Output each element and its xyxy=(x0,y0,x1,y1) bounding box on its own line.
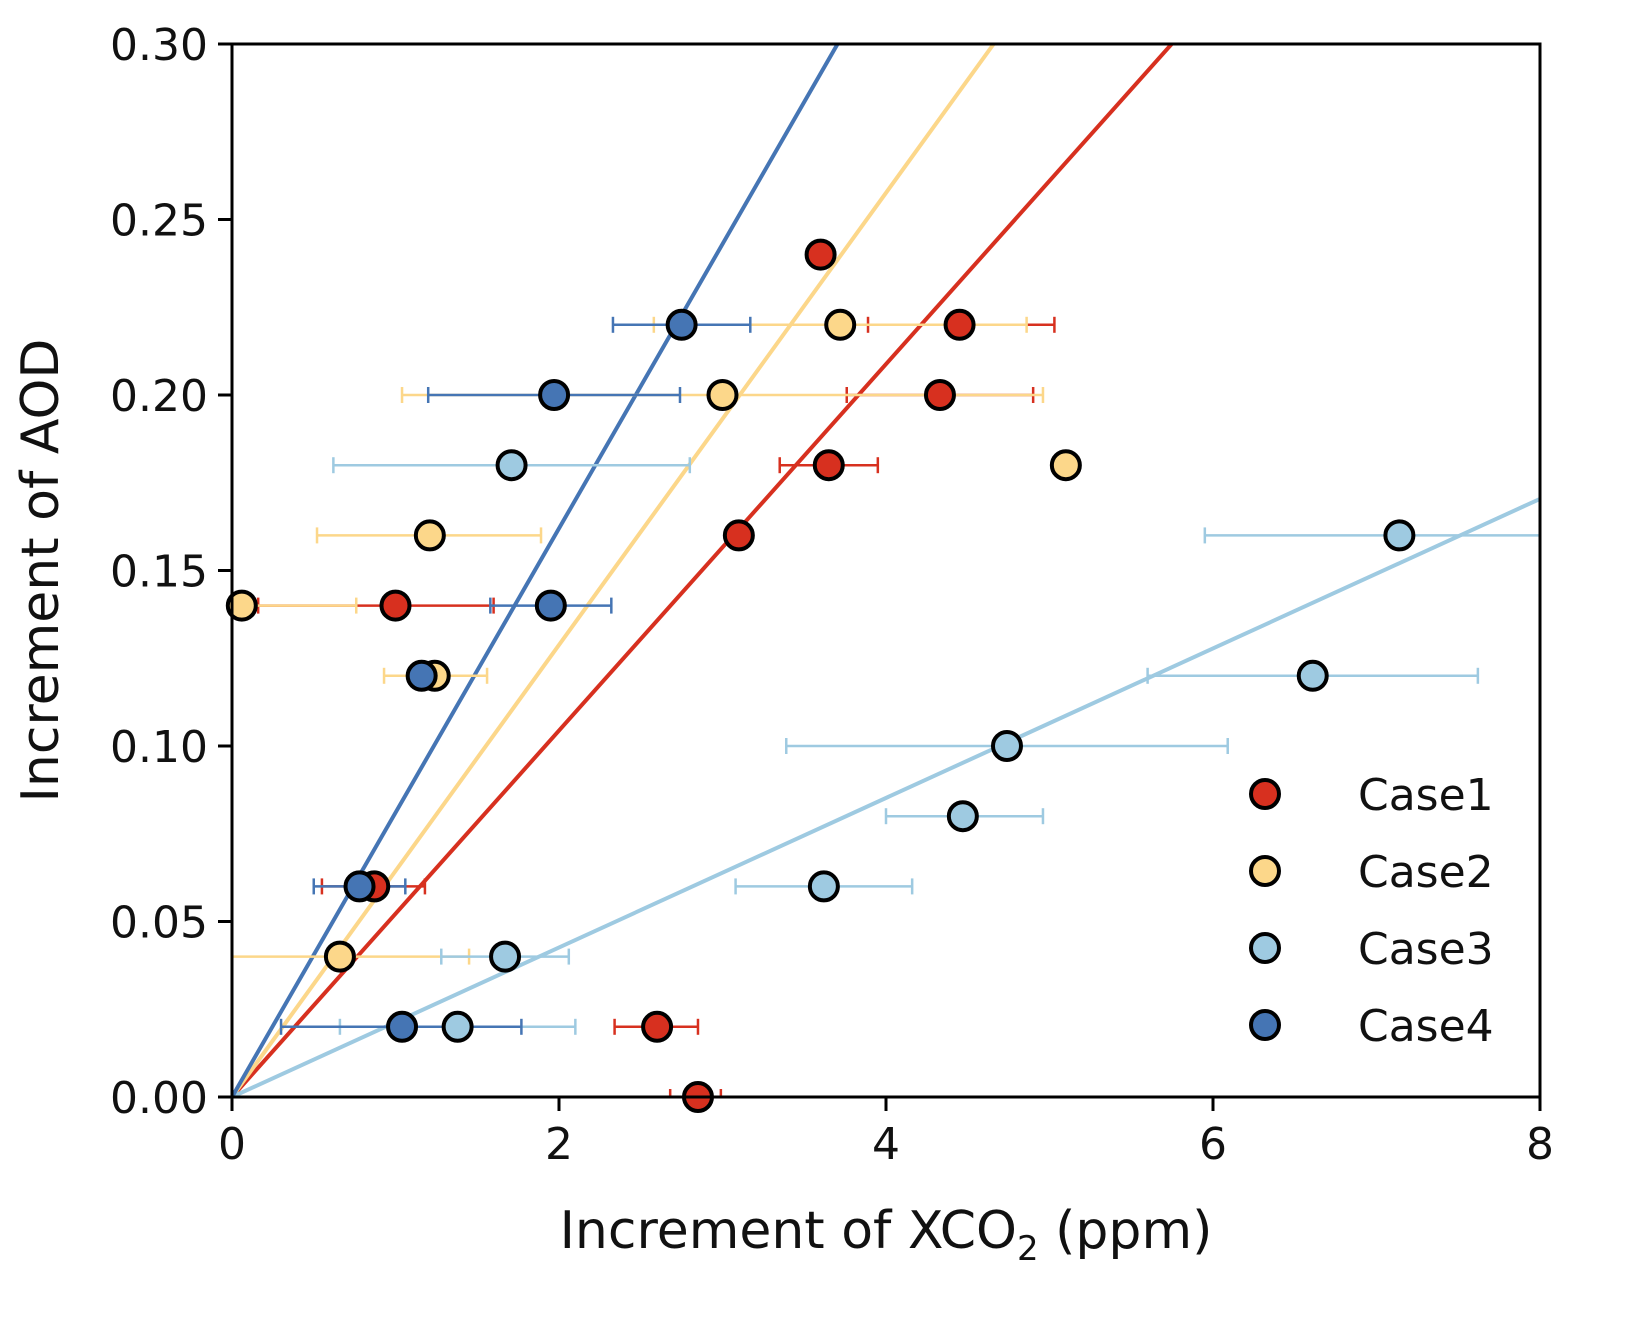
legend-label: Case4 xyxy=(1358,1001,1494,1052)
error-bars xyxy=(232,316,1540,1097)
point-case1 xyxy=(804,238,837,271)
x-tick-label: 0 xyxy=(218,1119,246,1170)
x-axis-title-subscript: 2 xyxy=(1017,1229,1039,1269)
point-case4 xyxy=(534,589,567,622)
point-case1 xyxy=(722,519,755,552)
y-tick-label: 0.30 xyxy=(110,20,208,71)
x-axis-title-suffix: (ppm) xyxy=(1039,1201,1213,1261)
fit-line-case2 xyxy=(232,44,996,1097)
legend-label: Case3 xyxy=(1358,924,1494,975)
point-case1 xyxy=(812,449,845,482)
point-case1 xyxy=(641,1010,674,1043)
fit-line-case1 xyxy=(232,44,1174,1097)
point-case3 xyxy=(946,800,979,833)
plot-frame xyxy=(230,42,1542,1099)
legend: Case1 Case2 Case3 Case4 xyxy=(1249,770,1494,1052)
error-bar-case1 xyxy=(668,1089,723,1097)
legend-item-case3: Case3 xyxy=(1249,924,1494,975)
y-tick-label: 0.00 xyxy=(110,1073,208,1124)
x-axis-title-main: Increment of XCO xyxy=(560,1201,1017,1261)
y-tick-label: 0.10 xyxy=(110,722,208,773)
x-tick-label: 4 xyxy=(872,1119,900,1170)
point-case3 xyxy=(495,449,528,482)
point-case4 xyxy=(665,308,698,341)
x-axis-title: Increment of XCO2 (ppm) xyxy=(560,1201,1213,1269)
point-case3 xyxy=(990,730,1023,762)
point-case3 xyxy=(441,1010,474,1043)
y-tick-label: 0.25 xyxy=(110,196,208,247)
legend-item-case1: Case1 xyxy=(1249,770,1494,821)
point-case2 xyxy=(706,379,739,411)
error-bar-case3 xyxy=(1203,527,1540,544)
point-case2 xyxy=(1049,449,1082,482)
y-tick-label: 0.15 xyxy=(110,547,208,598)
point-case2 xyxy=(413,519,446,552)
legend-marker xyxy=(1249,855,1281,887)
y-tick-label: 0.05 xyxy=(110,898,208,949)
point-case1 xyxy=(923,379,956,411)
x-tick-label: 8 xyxy=(1526,1119,1554,1170)
x-axis-ticks: 0 2 4 6 8 xyxy=(218,1097,1554,1170)
legend-marker xyxy=(1249,778,1281,810)
point-case4 xyxy=(343,870,376,903)
y-axis-title: Increment of AOD xyxy=(11,339,71,803)
point-case3 xyxy=(1383,519,1416,552)
point-case3 xyxy=(489,940,522,973)
legend-item-case4: Case4 xyxy=(1249,1001,1494,1052)
x-tick-label: 2 xyxy=(545,1119,573,1170)
fit-line-case4 xyxy=(232,44,840,1097)
point-case2 xyxy=(824,308,857,341)
point-case2 xyxy=(225,589,258,622)
y-tick-label: 0.20 xyxy=(110,371,208,422)
legend-label: Case2 xyxy=(1358,847,1494,898)
point-case4 xyxy=(405,659,438,692)
point-case4 xyxy=(386,1010,419,1043)
point-case3 xyxy=(807,870,840,903)
fit-lines xyxy=(232,44,1540,1097)
point-case4 xyxy=(538,379,571,411)
y-axis-ticks: 0.00 0.05 0.10 0.15 0.20 0.25 0.30 xyxy=(110,20,232,1124)
fit-line-case3 xyxy=(232,497,1540,1097)
point-case1 xyxy=(379,589,412,622)
point-case2 xyxy=(323,940,356,973)
point-case3 xyxy=(1296,659,1329,692)
legend-item-case2: Case2 xyxy=(1249,847,1494,898)
legend-marker xyxy=(1249,1009,1281,1041)
legend-marker xyxy=(1249,932,1281,964)
point-case1 xyxy=(943,308,976,341)
legend-label: Case1 xyxy=(1358,770,1494,821)
x-tick-label: 6 xyxy=(1199,1119,1227,1170)
